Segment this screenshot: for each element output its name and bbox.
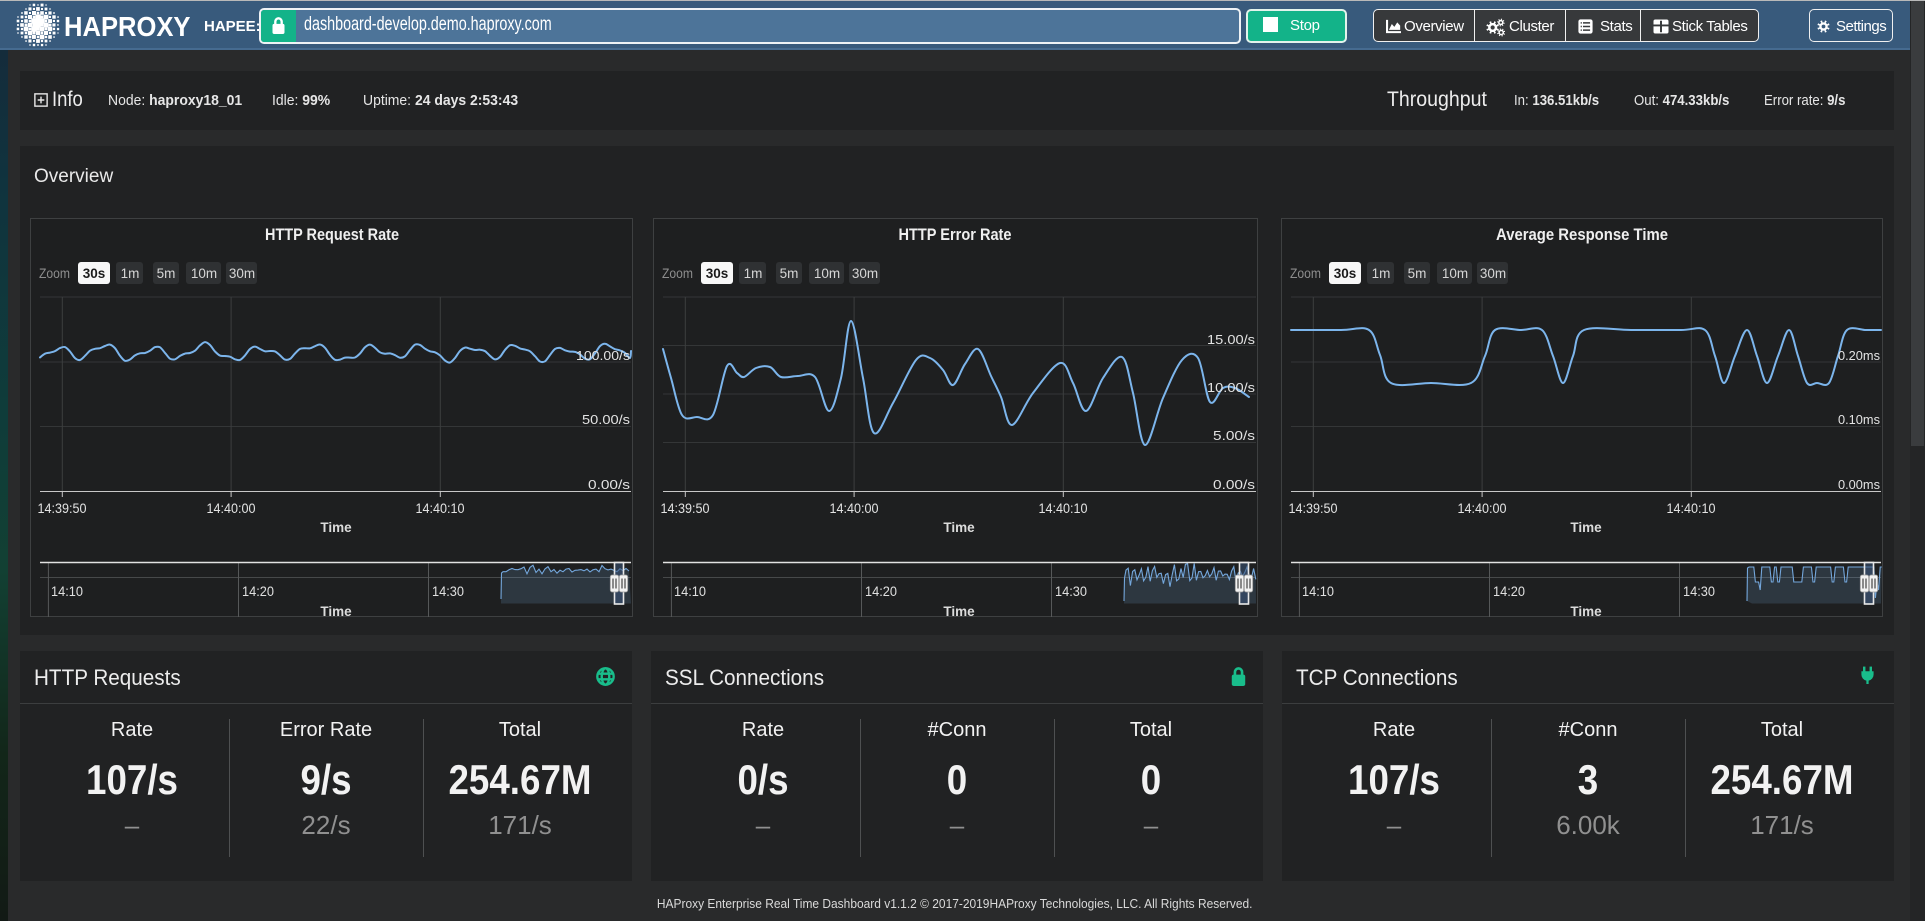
svg-text:100.00/s: 100.00/s [576, 348, 631, 363]
svg-text:Time: Time [943, 604, 975, 617]
svg-text:14:10: 14:10 [51, 584, 83, 599]
svg-text:Time: Time [943, 520, 975, 535]
svg-text:14:39:50: 14:39:50 [661, 501, 710, 516]
svg-text:30s: 30s [83, 266, 106, 281]
svg-text:Zoom: Zoom [662, 266, 693, 281]
svg-text:Time: Time [320, 604, 352, 617]
svg-text:14:40:00: 14:40:00 [1458, 501, 1507, 516]
svg-text:HTTP Error Rate: HTTP Error Rate [899, 226, 1012, 244]
svg-text:0.20ms: 0.20ms [1838, 348, 1880, 363]
svg-text:14:30: 14:30 [1683, 584, 1715, 599]
svg-text:Time: Time [1570, 520, 1602, 535]
svg-text:14:30: 14:30 [1055, 584, 1087, 599]
svg-text:5m: 5m [780, 266, 799, 281]
svg-text:0.10ms: 0.10ms [1838, 412, 1880, 427]
svg-text:14:10: 14:10 [1302, 584, 1334, 599]
svg-text:0.00/s: 0.00/s [588, 477, 631, 492]
svg-text:30s: 30s [1334, 266, 1357, 281]
svg-text:Average Response Time: Average Response Time [1496, 226, 1668, 244]
svg-text:0.00ms: 0.00ms [1838, 477, 1880, 492]
svg-text:0.00/s: 0.00/s [1213, 477, 1256, 492]
svg-text:14:20: 14:20 [1493, 584, 1525, 599]
svg-text:30m: 30m [852, 266, 878, 281]
svg-text:Zoom: Zoom [1290, 266, 1321, 281]
svg-text:50.00/s: 50.00/s [582, 412, 631, 427]
svg-text:14:20: 14:20 [242, 584, 274, 599]
svg-text:14:10: 14:10 [674, 584, 706, 599]
svg-text:14:40:10: 14:40:10 [1039, 501, 1088, 516]
svg-text:Zoom: Zoom [39, 266, 70, 281]
svg-text:14:30: 14:30 [432, 584, 464, 599]
svg-text:30m: 30m [229, 266, 255, 281]
svg-text:10.00/s: 10.00/s [1207, 380, 1256, 395]
svg-text:HTTP Request Rate: HTTP Request Rate [265, 226, 399, 244]
svg-text:15.00/s: 15.00/s [1207, 332, 1256, 347]
svg-text:1m: 1m [121, 266, 140, 281]
svg-text:14:39:50: 14:39:50 [38, 501, 87, 516]
svg-text:5m: 5m [157, 266, 176, 281]
svg-text:14:40:00: 14:40:00 [207, 501, 256, 516]
svg-text:14:40:00: 14:40:00 [830, 501, 879, 516]
svg-text:14:39:50: 14:39:50 [1289, 501, 1338, 516]
svg-text:10m: 10m [191, 266, 217, 281]
svg-text:1m: 1m [1372, 266, 1391, 281]
svg-text:Time: Time [1570, 604, 1602, 617]
svg-text:14:20: 14:20 [865, 584, 897, 599]
svg-text:10m: 10m [814, 266, 840, 281]
svg-text:1m: 1m [744, 266, 763, 281]
svg-text:5m: 5m [1408, 266, 1427, 281]
svg-text:14:40:10: 14:40:10 [416, 501, 465, 516]
svg-text:14:40:10: 14:40:10 [1667, 501, 1716, 516]
svg-text:30m: 30m [1480, 266, 1506, 281]
svg-text:10m: 10m [1442, 266, 1468, 281]
svg-text:Time: Time [320, 520, 352, 535]
svg-text:30s: 30s [706, 266, 729, 281]
svg-text:5.00/s: 5.00/s [1213, 428, 1256, 443]
